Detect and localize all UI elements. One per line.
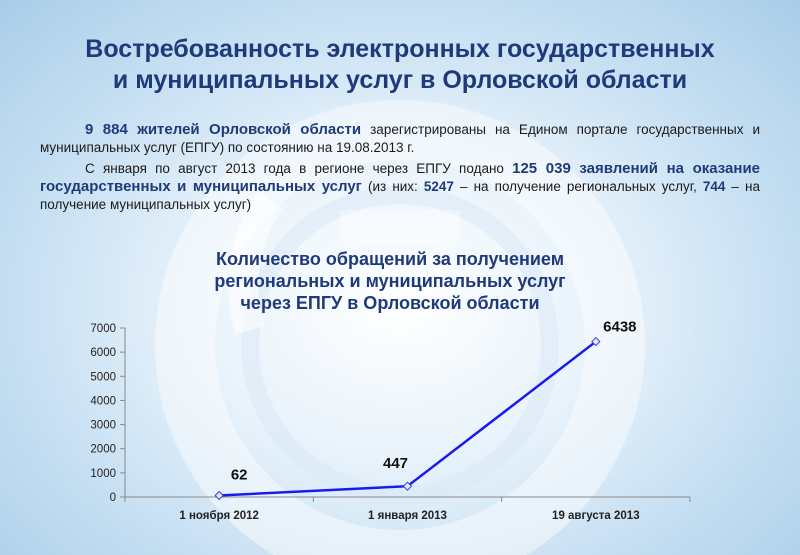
x-tick-label: 1 января 2013	[368, 510, 447, 522]
series-line	[219, 340, 597, 497]
applications-highlight: 125 039 заявлений на оказание государств…	[40, 160, 761, 195]
registration-text: зарегистрированы на Едином портале госуд…	[40, 122, 760, 155]
slide-title-line-1: Востребованность электронных государстве…	[85, 35, 715, 63]
applications-text-b: (из них:	[361, 179, 424, 194]
registration-paragraph: 9 884 жителей Орловской области зарегист…	[40, 121, 760, 157]
registered-users-highlight: 9 884 жителей Орловской области	[85, 121, 362, 138]
applications-text-a: С января по август 2013 года в регионе ч…	[85, 161, 513, 176]
data-label: 6438	[603, 319, 636, 336]
y-tick-label: 5000	[90, 371, 116, 383]
data-label: 62	[231, 467, 248, 484]
x-tick-label: 1 ноября 2012	[179, 510, 259, 522]
data-point	[402, 481, 413, 491]
regional-count: 5247	[423, 179, 454, 194]
municipal-count: 744	[702, 179, 726, 194]
y-tick-label: 1000	[90, 468, 116, 480]
y-tick-label: 2000	[90, 444, 116, 456]
applications-text-c: – на получение региональных услуг,	[453, 179, 703, 194]
data-point	[214, 490, 224, 501]
y-tick-label: 0	[110, 492, 116, 504]
applications-text-d: – на получение муниципальных услуг)	[40, 179, 760, 212]
chart-title: Количество обращений за получением регио…	[150, 248, 630, 314]
y-tick-label: 4000	[90, 395, 116, 407]
y-tick-label: 6000	[90, 347, 116, 359]
slide-title-line-2: и муниципальных услуг в Орловской област…	[112, 66, 688, 94]
x-tick-label: 19 августа 2013	[552, 510, 640, 522]
data-label: 447	[383, 455, 408, 472]
data-point	[591, 336, 601, 347]
y-tick-label: 7000	[90, 323, 116, 335]
applications-paragraph: С января по август 2013 года в регионе ч…	[40, 160, 760, 214]
chart-title-line-3: через ЕПГУ в Орловской области	[240, 293, 540, 313]
chart-title-line-1: Количество обращений за получением	[215, 249, 565, 269]
slide-title: Востребованность электронных государстве…	[20, 34, 780, 96]
chart-title-line-2: региональных и муниципальных услуг	[214, 271, 566, 291]
y-tick-label: 3000	[90, 420, 116, 432]
